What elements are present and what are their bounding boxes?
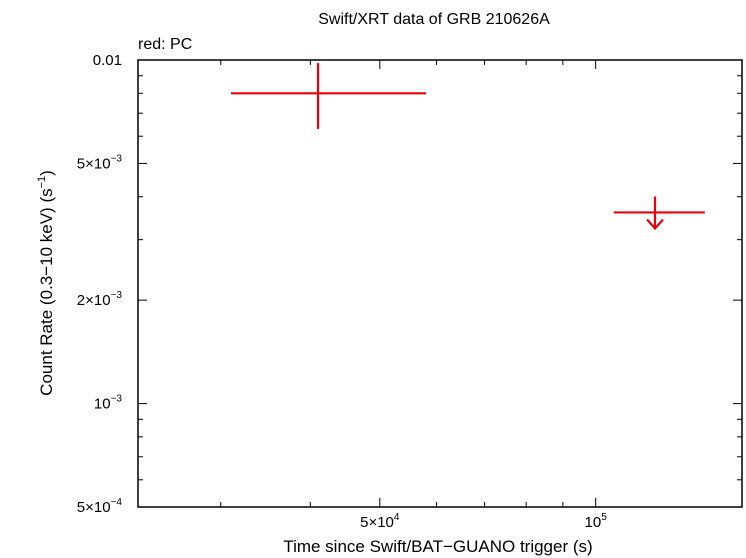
chart-title: Swift/XRT data of GRB 210626A [318,11,550,28]
x-tick-label: 5×104 [360,512,400,531]
upper-limit-arrow [646,218,664,231]
y-tick-label: 0.01 [93,52,122,69]
y-axis-label-main: Count Rate (0.3−10 keV) (s [37,188,56,395]
axis-tick-labels: 5×104 105 0.01 5×10−3 2×10−3 10−3 5×10−4 [77,52,607,531]
plot-frame [137,59,743,508]
y-tick-label: 5×10−4 [77,497,123,516]
y-axis-label-close: ) [37,170,56,176]
data-marks [230,63,705,231]
axis-ticks [138,59,742,508]
y-axis-label-exponent: −1 [36,176,48,189]
legend-label: red: PC [138,36,192,53]
y-tick-label: 5×10−3 [77,153,123,172]
y-axis-label: Count Rate (0.3−10 keV) (s−1) [36,170,56,396]
x-tick-label: 105 [585,512,608,531]
y-tick-label: 10−3 [94,394,123,413]
x-axis-label: Time since Swift/BAT−GUANO trigger (s) [283,537,592,556]
y-tick-label: 2×10−3 [77,290,123,309]
